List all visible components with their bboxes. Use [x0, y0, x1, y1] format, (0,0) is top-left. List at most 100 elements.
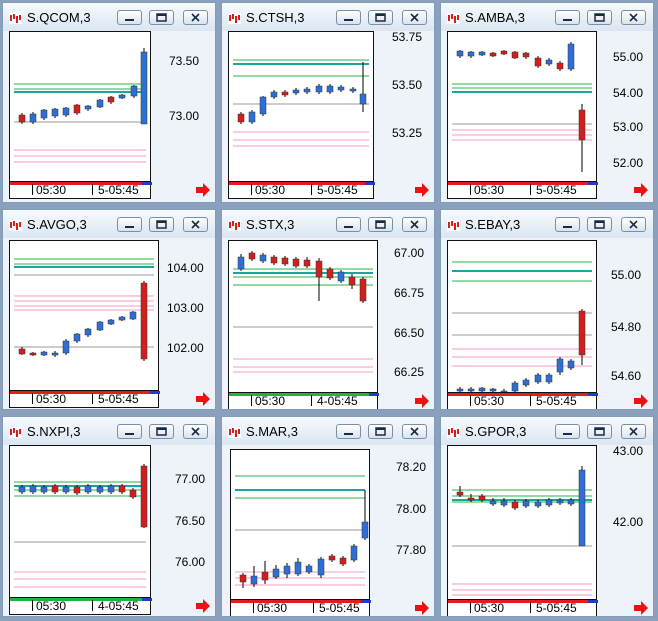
price-axis-label: 103.00: [167, 301, 204, 315]
minimize-button[interactable]: [555, 217, 580, 232]
time-label: 5-05:45: [317, 183, 358, 197]
restore-button[interactable]: [368, 217, 393, 232]
restore-button[interactable]: [149, 424, 174, 439]
price-plot: [230, 449, 370, 600]
scroll-right-arrow-icon[interactable]: [195, 599, 211, 613]
session-end-marker: [365, 182, 375, 185]
chart-window-avgo[interactable]: S.AVGO,3 104.00 103.00 102.00 05:30 5-05:45: [2, 209, 216, 410]
title-bar[interactable]: S.CTSH,3: [222, 3, 434, 31]
window-title: S.AVGO,3: [27, 217, 87, 232]
restore-button[interactable]: [368, 10, 393, 25]
close-button[interactable]: [402, 10, 427, 25]
chart-window-gpor[interactable]: S.GPOR,3 43.00 42.00 05:30 5-05:45: [440, 416, 654, 617]
candle-up: [40, 351, 48, 356]
session-bar: [229, 182, 365, 185]
time-label: 5-05:45: [536, 183, 577, 197]
time-label: 05:30: [36, 392, 67, 406]
chart-window-stx[interactable]: S.STX,3 67.00 66.75 66.50 66.25 05:30 4-05:45: [221, 209, 435, 410]
candle-up: [545, 374, 553, 383]
title-bar[interactable]: S.GPOR,3: [441, 417, 653, 445]
scroll-right-arrow-icon[interactable]: [414, 601, 430, 615]
scroll-right-arrow-icon[interactable]: [414, 183, 430, 197]
price-axis-label: 66.25: [394, 365, 425, 379]
title-bar[interactable]: S.QCOM,3: [3, 3, 215, 31]
scroll-right-arrow-icon[interactable]: [633, 183, 649, 197]
candle-up: [270, 91, 278, 98]
minimize-button[interactable]: [555, 424, 580, 439]
minimize-button[interactable]: [336, 10, 361, 25]
candle-down: [359, 278, 367, 302]
time-label: 05:30: [255, 394, 286, 408]
candle-up: [578, 469, 586, 547]
session-end-marker: [588, 600, 598, 603]
restore-button[interactable]: [149, 10, 174, 25]
candle-down: [140, 465, 148, 528]
chart-window-amba[interactable]: S.AMBA,3 55.00 54.00 53.00 52.00 05:30 5-05:45: [440, 2, 654, 203]
restore-button[interactable]: [587, 424, 612, 439]
title-bar[interactable]: S.STX,3: [222, 210, 434, 238]
window-title: S.QCOM,3: [27, 10, 91, 25]
window-title: S.MAR,3: [246, 424, 299, 439]
chart-window-qcom[interactable]: S.QCOM,3 73.50 73.00 05:30 5-05:45: [2, 2, 216, 203]
close-button[interactable]: [621, 217, 646, 232]
minimize-button[interactable]: [117, 424, 142, 439]
candle-down: [51, 485, 59, 493]
candle-up: [545, 59, 553, 65]
candle-down: [489, 52, 497, 57]
close-button[interactable]: [402, 217, 427, 232]
candle-up: [522, 379, 530, 386]
minimize-button[interactable]: [336, 424, 361, 439]
close-button[interactable]: [183, 10, 208, 25]
minimize-button[interactable]: [336, 217, 361, 232]
minimize-button[interactable]: [555, 10, 580, 25]
title-bar[interactable]: S.MAR,3: [222, 417, 434, 445]
close-button[interactable]: [402, 424, 427, 439]
scroll-right-arrow-icon[interactable]: [633, 601, 649, 615]
scroll-right-arrow-icon[interactable]: [633, 394, 649, 408]
restore-button[interactable]: [368, 424, 393, 439]
restore-button[interactable]: [587, 10, 612, 25]
close-button[interactable]: [621, 10, 646, 25]
price-axis-label: 102.00: [167, 341, 204, 355]
chart-window-mar[interactable]: S.MAR,3 78.20 78.00 77.80 05:30 5-05:45: [221, 416, 435, 617]
chart-window-ebay[interactable]: S.EBAY,3 55.00 54.80 54.60 05:30 5-05:45: [440, 209, 654, 410]
candle-up: [96, 486, 104, 493]
time-label: 05:30: [36, 183, 67, 197]
candle-down: [281, 91, 289, 96]
scroll-right-arrow-icon[interactable]: [195, 392, 211, 406]
candle-up: [40, 109, 48, 119]
candle-up: [534, 374, 542, 383]
candlestick-chart: [14, 258, 154, 361]
candle-up: [361, 521, 369, 539]
chart-window-nxpi[interactable]: S.NXPI,3 77.00 76.50 76.00 05:30 4-05:45: [2, 416, 216, 617]
minimize-button[interactable]: [117, 217, 142, 232]
restore-button[interactable]: [587, 217, 612, 232]
session-end-marker: [142, 182, 152, 185]
price-plot: [447, 240, 597, 393]
candle-down: [239, 574, 247, 583]
candle-up: [250, 575, 258, 585]
scroll-right-arrow-icon[interactable]: [195, 183, 211, 197]
time-tick: [530, 395, 531, 406]
title-bar[interactable]: S.NXPI,3: [3, 417, 215, 445]
title-bar[interactable]: S.AVGO,3: [3, 210, 215, 238]
minimize-button[interactable]: [117, 10, 142, 25]
price-axis-label: 42.00: [613, 515, 644, 529]
chart-window-ctsh[interactable]: S.CTSH,3 53.75 53.50 53.25 05:30 5-05:45: [221, 2, 435, 203]
time-tick: [92, 184, 93, 195]
close-button[interactable]: [183, 424, 208, 439]
close-button[interactable]: [183, 217, 208, 232]
session-bar: [229, 393, 369, 396]
time-tick: [470, 395, 471, 406]
time-axis: 05:30 5-05:45: [9, 391, 160, 408]
close-button[interactable]: [621, 424, 646, 439]
title-bar[interactable]: S.AMBA,3: [441, 3, 653, 31]
scroll-right-arrow-icon[interactable]: [414, 394, 430, 408]
price-axis-label: 78.20: [396, 460, 427, 474]
price-axis-label: 67.00: [394, 246, 425, 260]
session-end-marker: [588, 182, 598, 185]
candle-up: [62, 107, 70, 116]
restore-button[interactable]: [149, 217, 174, 232]
time-axis: 05:30 5-05:45: [9, 182, 152, 199]
title-bar[interactable]: S.EBAY,3: [441, 210, 653, 238]
